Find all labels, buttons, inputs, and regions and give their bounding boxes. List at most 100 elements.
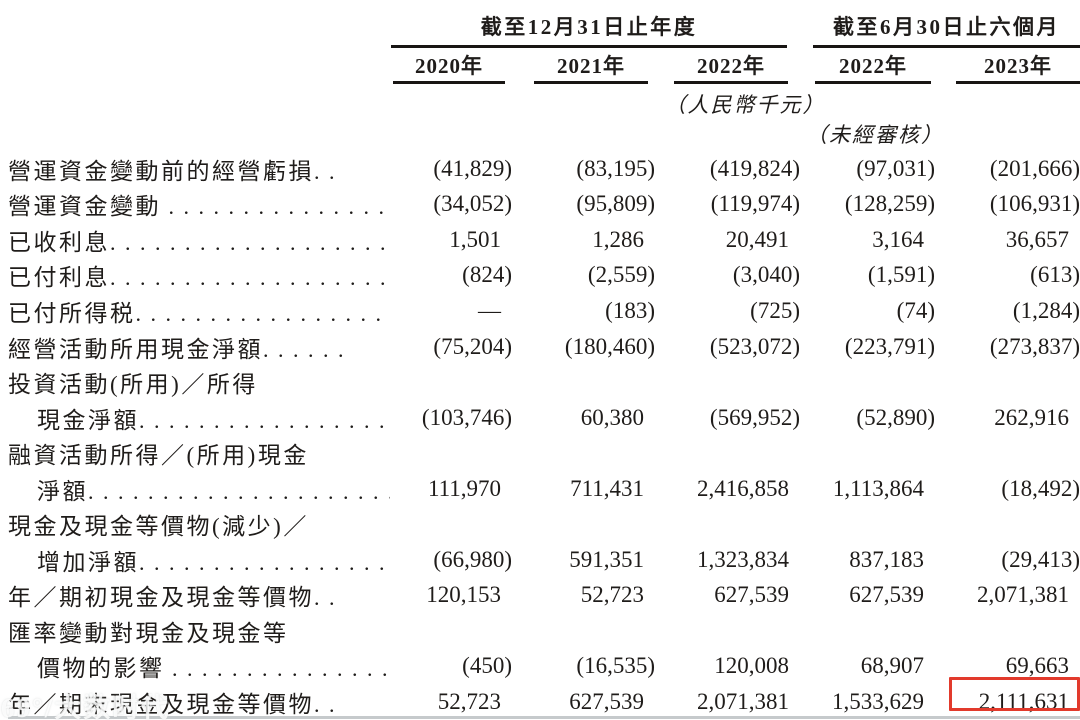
row-label: 經營活動所用現金淨額. . . . . . [8,330,390,364]
value-cell-2021: (16,535) [576,653,655,679]
dot-leader: . . [314,691,337,717]
value-cell-2022-interim: 627,539 [849,582,924,608]
table-row: 增加淨額. . . . . . . . . . . . . . . . . . … [8,542,1080,578]
row-label: 營運資金變動前的經營虧損. . [8,152,390,186]
table-row: 營運資金變動 . . . . . . . . . . . . . . . . .… [8,187,1080,223]
dot-leader: . . . . . . . . . . . . . . . . . . . . … [110,229,390,255]
value-cell-2022-interim: 3,164 [872,226,924,252]
value-cell-2022: 20,491 [725,226,789,252]
period-group-title-interim: 截至6月30日止六個月 [833,15,1060,39]
value-cell-2020: (103,746) [421,404,512,430]
dot-leader: . . [314,585,337,611]
value-cell-2020: (450) [462,653,512,679]
value-cell-2022-interim: (223,791) [844,333,935,359]
table-row: 營運資金變動前的經營虧損. . (41,829) (83,195) (419,8… [8,151,1080,187]
dot-leader: . . . . . . . . . . . . . . . . . . . . … [135,300,391,326]
value-cell-2021: 1,286 [592,226,644,252]
row-label-text: 年／期末現金及現金等價物 [8,691,314,717]
value-cell-2021: 627,539 [569,688,644,714]
value-cell-2023-interim: 69,663 [1005,653,1069,679]
dot-leader: . . . . . . . . . . . . . . . . . . . . … [139,549,390,575]
value-cell-2023-interim: 36,657 [1005,226,1069,252]
table-bottom-rule [8,716,1080,719]
table-row: 年／期初現金及現金等價物. . 120,153 52,723 627,539 6… [8,578,1080,614]
value-cell-2022-interim: 68,907 [860,653,924,679]
row-label-text: 融資活動所得／(所用)現金 [8,443,309,469]
column-underline [815,81,931,84]
column-underline [534,81,648,84]
table-row: 投資活動(所用)／所得 [8,364,1080,400]
value-cell-2022: 1,323,834 [697,546,789,572]
value-cell-2023-interim: (1,284) [1012,297,1080,323]
row-label-text: 淨額 [37,478,88,504]
value-cell-2022-interim: 1,113,864 [832,475,924,501]
dot-leader: . . . . . . . . . . . . . . . . . . . . … [168,194,391,220]
column-underline [956,81,1080,84]
value-cell-2022: 2,071,381 [697,688,789,714]
value-cell-2020 [390,440,512,466]
row-label-text: 價物的影響 [37,656,165,682]
row-label: 融資活動所得／(所用)現金 [8,436,390,470]
group-underline-interim [813,45,1080,48]
value-cell-2023-interim: (106,931) [989,191,1080,217]
dot-leader: . . . . . . [263,336,346,362]
column-underline [393,81,505,84]
value-cell-2021: 591,351 [569,546,644,572]
row-label: 營運資金變動 . . . . . . . . . . . . . . . . .… [8,187,390,221]
value-cell-2023-interim: (273,837) [989,333,1080,359]
column-header-2021: 2021年 [557,54,625,78]
row-label-text: 已付所得税 [8,300,136,326]
value-cell-2021: 52,723 [580,582,644,608]
row-label-text: 已收利息 [8,229,110,255]
row-label-text: 經營活動所用現金淨額 [8,336,263,362]
value-cell-2022: (119,974) [710,191,800,217]
value-cell-2021 [512,369,655,395]
value-cell-2023-interim [935,369,1080,395]
value-cell-2022-interim: 837,183 [849,546,924,572]
row-label: 淨額. . . . . . . . . . . . . . . . . . . … [8,472,390,506]
row-label: 年／期末現金及現金等價物. . [8,685,390,719]
column-header-2022-interim: 2022年 [839,54,907,78]
value-cell-2022-interim [800,440,935,466]
table-row: 淨額. . . . . . . . . . . . . . . . . . . … [8,471,1080,507]
value-cell-2020: — [478,297,501,323]
value-cell-2023-interim: 2,071,381 [977,582,1069,608]
watermark: 69°/大数时代 [1,693,171,720]
row-label: 匯率變動對現金及現金等 [8,614,390,648]
row-label: 價物的影響 . . . . . . . . . . . . . . . . . … [8,649,390,683]
value-cell-2022-interim [800,511,935,537]
value-cell-2020: (34,052) [433,191,512,217]
dot-leader: . . . . . . . . . . . . . . . . . . . . … [110,265,390,291]
value-cell-2021: (2,559) [587,262,655,288]
table-row: 價物的影響 . . . . . . . . . . . . . . . . . … [8,649,1080,685]
unaudited-note: （未經審核） [806,123,944,147]
table-row: 經營活動所用現金淨額. . . . . . (75,204) (180,460)… [8,329,1080,365]
value-cell-2023-interim: 2,111,631 [935,676,1080,715]
value-cell-2022-interim: 1,533,629 [832,688,924,714]
row-label-text: 投資活動(所用)／所得 [8,372,258,398]
table-row: 已付所得税. . . . . . . . . . . . . . . . . .… [8,293,1080,329]
value-cell-2021: 60,380 [580,404,644,430]
row-label: 投資活動(所用)／所得 [8,365,390,399]
row-label-text: 營運資金變動前的經營虧損 [8,158,314,184]
value-cell-2020 [390,369,512,395]
row-label-text: 年／期初現金及現金等價物 [8,585,314,611]
value-cell-2023-interim [935,511,1080,537]
table-row: 匯率變動對現金及現金等 [8,613,1080,649]
value-cell-2020 [390,618,512,644]
value-cell-2020: 1,501 [449,226,501,252]
table-row: 現金淨額. . . . . . . . . . . . . . . . . . … [8,400,1080,436]
column-underline [674,81,788,84]
value-cell-2021: (83,195) [576,155,655,181]
row-label-text: 營運資金變動 [8,194,161,220]
value-cell-2023-interim: (613) [1030,262,1080,288]
value-cell-2021: (180,460) [564,333,655,359]
value-cell-2020: (824) [462,262,512,288]
value-cell-2022 [655,369,800,395]
value-cell-2022 [655,511,800,537]
table-row: 融資活動所得／(所用)現金 [8,435,1080,471]
row-label: 現金淨額. . . . . . . . . . . . . . . . . . … [8,401,390,435]
value-cell-2022: (523,072) [709,333,800,359]
currency-unit-note: （人民幣千元） [664,93,826,117]
